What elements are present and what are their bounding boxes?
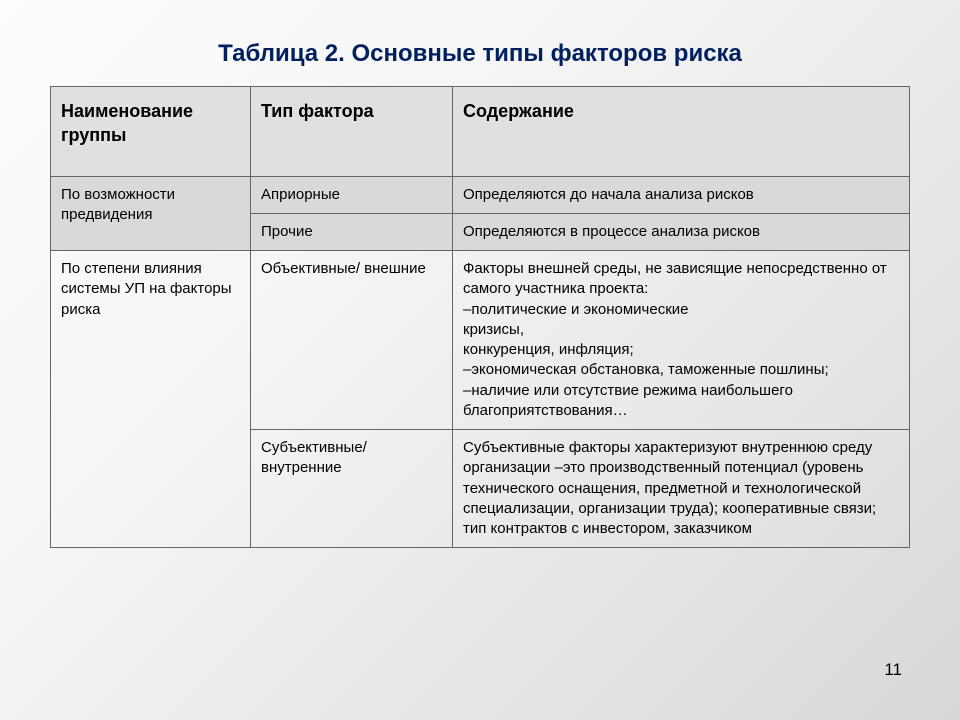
column-header-group: Наименование группы [51,87,251,177]
table-header-row: Наименование группы Тип фактора Содержан… [51,87,910,177]
cell-type: Объективные/ внешние [251,251,453,430]
table-row: По степени влияния системы УП на факторы… [51,251,910,430]
table-row: По возможности предвидения Априорные Опр… [51,176,910,213]
cell-content: Определяются в процессе анализа рисков [453,213,910,250]
cell-content: Определяются до начала анализа рисков [453,176,910,213]
page-number: 11 [884,660,902,680]
column-header-type: Тип фактора [251,87,453,177]
cell-content: Субъективные факторы характеризуют внутр… [453,430,910,548]
cell-content: Факторы внешней среды, не зависящие непо… [453,251,910,430]
cell-type: Прочие [251,213,453,250]
column-header-content: Содержание [453,87,910,177]
cell-group: По возможности предвидения [51,176,251,251]
risk-factors-table: Наименование группы Тип фактора Содержан… [50,86,910,548]
cell-group: По степени влияния системы УП на факторы… [51,251,251,548]
cell-type: Субъективные/ внутренние [251,430,453,548]
cell-type: Априорные [251,176,453,213]
slide-title: Таблица 2. Основные типы факторов риска [120,40,840,68]
table-body: По возможности предвидения Априорные Опр… [51,176,910,548]
